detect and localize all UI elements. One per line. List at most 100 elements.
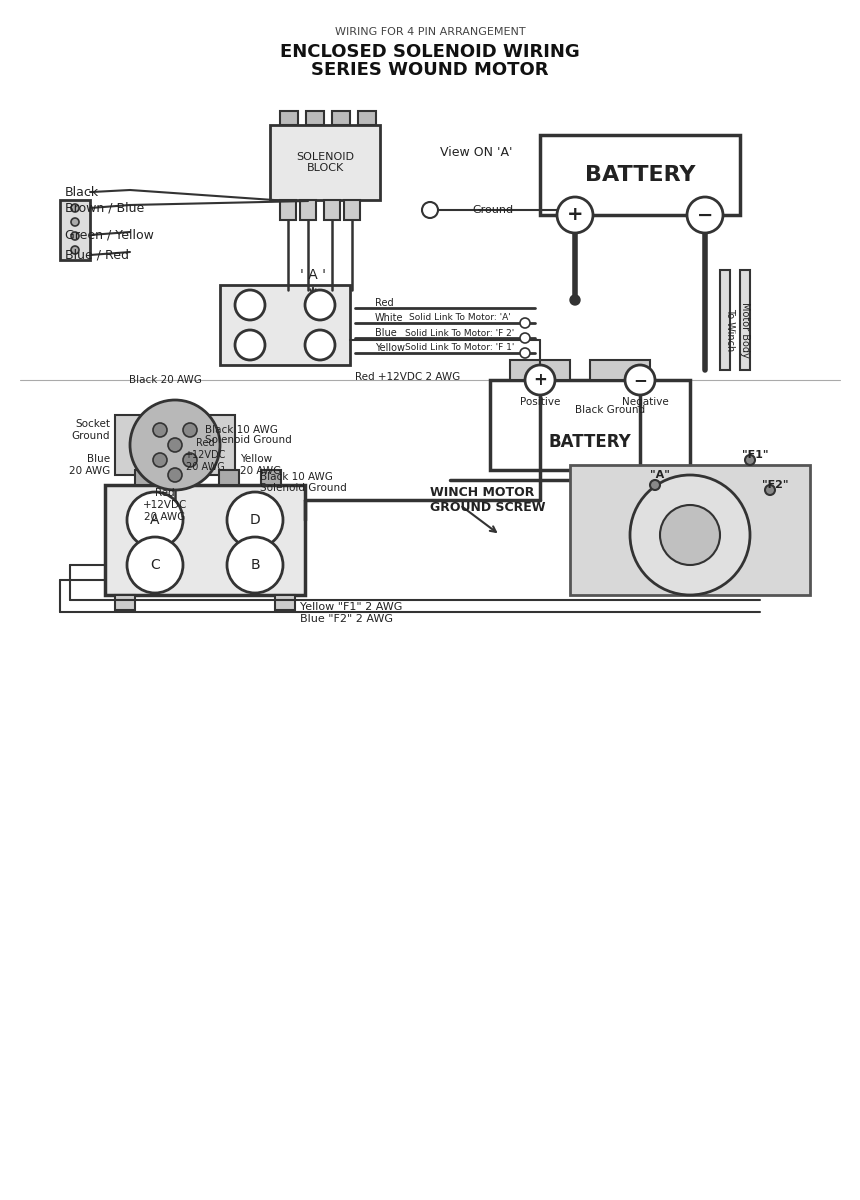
Text: Yellow
20 AWG: Yellow 20 AWG [240, 454, 281, 475]
Text: WIRING FOR 4 PIN ARRANGEMENT: WIRING FOR 4 PIN ARRANGEMENT [335, 26, 525, 37]
Circle shape [183, 452, 197, 467]
Circle shape [227, 538, 283, 593]
FancyBboxPatch shape [280, 110, 298, 125]
FancyBboxPatch shape [344, 200, 360, 220]
FancyBboxPatch shape [332, 110, 350, 125]
Circle shape [235, 290, 265, 320]
Text: Blue / Red: Blue / Red [65, 248, 129, 262]
Circle shape [660, 505, 720, 565]
Text: +: + [567, 205, 583, 224]
Text: Solid Link To Motor: 'F 2': Solid Link To Motor: 'F 2' [405, 329, 514, 337]
Circle shape [525, 365, 555, 395]
Circle shape [168, 438, 182, 452]
FancyBboxPatch shape [220, 284, 350, 365]
Text: Black 20 AWG: Black 20 AWG [128, 374, 201, 385]
Text: Red
+12VDC
20 AWG: Red +12VDC 20 AWG [143, 488, 187, 522]
FancyBboxPatch shape [280, 200, 296, 220]
FancyBboxPatch shape [270, 125, 380, 200]
Text: B: B [250, 558, 260, 572]
FancyBboxPatch shape [590, 360, 650, 380]
Text: Red: Red [375, 298, 394, 308]
FancyBboxPatch shape [324, 200, 340, 220]
Circle shape [153, 422, 167, 437]
Circle shape [71, 232, 79, 240]
Text: Solid Link To Motor: 'F 1': Solid Link To Motor: 'F 1' [405, 343, 514, 353]
FancyBboxPatch shape [261, 470, 281, 485]
FancyBboxPatch shape [115, 415, 235, 475]
Text: Blue: Blue [375, 328, 396, 338]
FancyBboxPatch shape [177, 470, 197, 485]
Text: View ON 'A': View ON 'A' [440, 145, 513, 158]
FancyBboxPatch shape [540, 134, 740, 215]
Text: To Winch: To Winch [725, 308, 735, 352]
Text: Motor Body: Motor Body [740, 302, 750, 358]
Text: Brown / Blue: Brown / Blue [65, 202, 144, 215]
FancyBboxPatch shape [306, 110, 324, 125]
Text: C: C [150, 558, 160, 572]
Circle shape [127, 538, 183, 593]
FancyBboxPatch shape [115, 595, 135, 610]
Circle shape [71, 204, 79, 212]
Text: "A": "A" [650, 470, 670, 480]
Text: "F2": "F2" [762, 480, 789, 490]
FancyBboxPatch shape [105, 485, 305, 595]
Text: White: White [375, 313, 403, 323]
FancyBboxPatch shape [219, 470, 239, 485]
Circle shape [227, 492, 283, 548]
Text: ENCLOSED SOLENOID WIRING: ENCLOSED SOLENOID WIRING [280, 43, 580, 61]
Text: ' A ': ' A ' [300, 268, 326, 282]
Circle shape [127, 492, 183, 548]
Text: Positive: Positive [519, 397, 560, 407]
Text: Solenoid Ground: Solenoid Ground [260, 482, 347, 493]
Text: Ground: Ground [472, 205, 513, 215]
FancyBboxPatch shape [275, 595, 295, 610]
FancyBboxPatch shape [740, 270, 750, 370]
Text: Yellow: Yellow [375, 343, 405, 353]
Circle shape [71, 246, 79, 254]
Circle shape [130, 400, 220, 490]
Circle shape [630, 475, 750, 595]
Text: A: A [150, 514, 160, 527]
Text: −: − [633, 371, 647, 389]
Circle shape [305, 290, 335, 320]
Circle shape [520, 318, 530, 328]
Text: Red +12VDC 2 AWG: Red +12VDC 2 AWG [354, 372, 460, 382]
Circle shape [520, 348, 530, 358]
Circle shape [235, 330, 265, 360]
Text: SERIES WOUND MOTOR: SERIES WOUND MOTOR [311, 61, 549, 79]
Circle shape [183, 422, 197, 437]
FancyBboxPatch shape [300, 200, 316, 220]
Text: Red
+12VDC
20 AWG: Red +12VDC 20 AWG [184, 438, 225, 472]
FancyBboxPatch shape [135, 470, 155, 485]
Text: "F1": "F1" [741, 450, 768, 460]
Text: Solid Link To Motor: 'A': Solid Link To Motor: 'A' [409, 313, 511, 323]
Circle shape [305, 330, 335, 360]
FancyBboxPatch shape [490, 380, 690, 470]
Text: Black 10 AWG: Black 10 AWG [205, 425, 278, 434]
Text: Black 10 AWG: Black 10 AWG [260, 472, 333, 482]
Text: Black Ground: Black Ground [575, 404, 645, 415]
FancyBboxPatch shape [358, 110, 376, 125]
Circle shape [557, 197, 593, 233]
Text: BATTERY: BATTERY [585, 164, 695, 185]
Text: WINCH MOTOR
GROUND SCREW: WINCH MOTOR GROUND SCREW [430, 486, 545, 514]
Circle shape [625, 365, 655, 395]
Text: Black: Black [65, 186, 99, 198]
Text: BATTERY: BATTERY [549, 433, 631, 451]
Text: −: − [697, 205, 713, 224]
Text: Green / Yellow: Green / Yellow [65, 228, 154, 241]
Text: D: D [249, 514, 261, 527]
Text: SOLENOID
BLOCK: SOLENOID BLOCK [296, 151, 354, 173]
Text: +: + [533, 371, 547, 389]
Circle shape [71, 218, 79, 226]
Circle shape [687, 197, 723, 233]
Text: Socket
Ground: Socket Ground [71, 419, 110, 440]
Text: Blue
20 AWG: Blue 20 AWG [69, 454, 110, 475]
Text: Solenoid Ground: Solenoid Ground [205, 434, 292, 445]
Text: Blue "F2" 2 AWG: Blue "F2" 2 AWG [300, 614, 393, 624]
FancyBboxPatch shape [60, 200, 90, 260]
Circle shape [422, 202, 438, 218]
FancyBboxPatch shape [570, 464, 810, 595]
Circle shape [745, 455, 755, 464]
Text: Negative: Negative [622, 397, 668, 407]
